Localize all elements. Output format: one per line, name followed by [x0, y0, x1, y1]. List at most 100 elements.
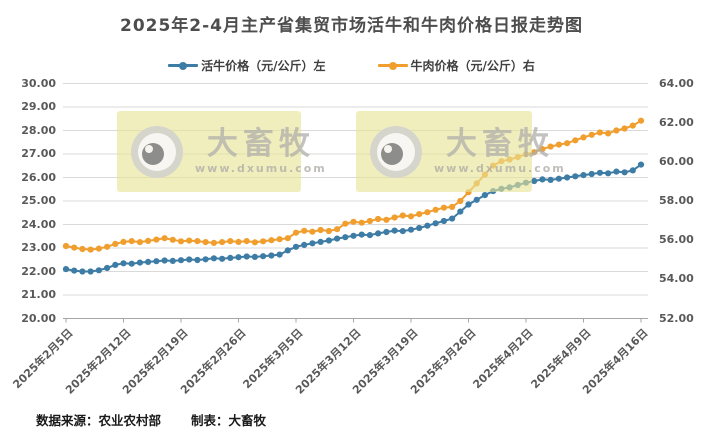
data-point-beef [317, 226, 324, 234]
data-point-beef [449, 203, 456, 210]
watermark-eye-icon [131, 125, 183, 178]
y-axis-right-tick-label: 62.00 [659, 115, 694, 129]
watermark-brand: 大畜牧 [445, 126, 554, 163]
data-point-beef [539, 146, 546, 153]
data-point-beef [292, 229, 300, 236]
data-point-live-cattle [416, 224, 423, 232]
data-point-beef [572, 137, 579, 144]
data-point-live-cattle [301, 241, 308, 248]
data-point-beef [580, 134, 587, 141]
data-point-live-cattle [629, 167, 636, 174]
data-point-beef [309, 228, 316, 235]
data-point-beef [219, 239, 226, 246]
data-point-live-cattle [219, 255, 226, 262]
watermark-url: www.dxumu.com [195, 161, 327, 175]
data-point-live-cattle [276, 251, 283, 258]
data-point-live-cattle [260, 253, 267, 260]
data-point-live-cattle [194, 256, 201, 264]
data-point-live-cattle [613, 168, 620, 175]
data-point-live-cattle [621, 169, 628, 176]
legend-label-beef: 牛肉价格（元/公斤）右 [410, 59, 535, 73]
data-point-live-cattle [391, 227, 398, 234]
y-axis-left-tick-label: 29.00 [21, 100, 56, 113]
chart-title: 2025年2-4月主产省集贸市场活牛和牛肉价格日报走势图 [119, 16, 584, 36]
data-point-live-cattle [637, 161, 645, 168]
data-point-beef [202, 239, 209, 246]
data-point-beef [555, 141, 563, 148]
legend-item-live-cattle: 活牛价格（元/公斤）左 [168, 57, 326, 74]
data-point-live-cattle [227, 254, 234, 261]
data-point-beef [547, 143, 554, 150]
footer-source: 数据来源：农业农村部 [36, 413, 162, 428]
data-point-beef [375, 215, 382, 223]
watermark: 大畜牧 www.dxumu.com [117, 111, 325, 192]
data-point-beef [235, 238, 242, 245]
data-point-beef [186, 237, 193, 244]
legend-line-marker-icon [377, 61, 408, 70]
data-point-live-cattle [186, 256, 193, 263]
data-point-beef [251, 239, 258, 246]
data-point-live-cattle [440, 217, 447, 225]
data-point-beef [407, 213, 415, 220]
data-point-beef [383, 216, 390, 223]
y-axis-right-tick-label: 56.00 [659, 233, 694, 247]
data-point-live-cattle [407, 226, 415, 233]
data-point-beef [145, 237, 152, 244]
data-point-live-cattle [87, 268, 94, 275]
y-axis-left-tick-label: 20.00 [21, 311, 56, 325]
data-point-beef [416, 211, 423, 218]
data-point-beef [243, 238, 250, 245]
y-axis-right-tick-label: 64.00 [659, 76, 694, 90]
data-point-live-cattle [399, 228, 406, 235]
data-point-beef [334, 226, 341, 233]
data-point-live-cattle [432, 220, 439, 227]
data-point-live-cattle [161, 257, 168, 264]
data-point-live-cattle [104, 264, 111, 272]
data-point-live-cattle [465, 201, 472, 208]
data-point-beef [325, 227, 332, 235]
data-point-beef [104, 243, 111, 250]
data-point-beef [391, 214, 398, 221]
data-point-beef [260, 238, 267, 245]
data-point-beef [71, 244, 78, 251]
data-point-live-cattle [62, 266, 70, 273]
data-point-live-cattle [243, 253, 250, 260]
data-point-beef [120, 238, 127, 245]
data-point-beef [342, 220, 349, 227]
data-point-beef [112, 240, 119, 247]
data-point-live-cattle [169, 257, 176, 264]
data-point-live-cattle [334, 235, 341, 242]
data-point-live-cattle [375, 230, 382, 237]
data-point-live-cattle [449, 215, 456, 222]
watermark: 大畜牧 www.dxumu.com [356, 111, 564, 192]
data-point-live-cattle [342, 234, 349, 241]
data-point-live-cattle [136, 259, 143, 266]
data-point-live-cattle [539, 176, 546, 183]
data-point-live-cattle [128, 260, 135, 267]
data-point-live-cattle [251, 253, 258, 260]
data-point-beef [62, 242, 70, 250]
data-point-live-cattle [605, 170, 612, 177]
y-axis-right-tick-label: 60.00 [659, 154, 694, 168]
data-point-live-cattle [112, 261, 119, 268]
data-point-live-cattle [473, 196, 480, 203]
data-point-live-cattle [120, 260, 127, 267]
data-point-beef [136, 239, 143, 246]
legend-line-marker-icon [168, 61, 199, 70]
data-point-live-cattle [596, 169, 604, 176]
data-point-beef [596, 129, 604, 136]
data-point-beef [153, 236, 160, 243]
data-point-live-cattle [457, 208, 464, 215]
data-point-live-cattle [309, 240, 316, 247]
data-point-beef [440, 204, 447, 211]
data-point-beef [366, 217, 373, 225]
data-point-live-cattle [268, 252, 275, 259]
legend-label-live-cattle: 活牛价格（元/公斤）左 [201, 59, 326, 73]
data-point-beef [564, 140, 571, 147]
data-point-live-cattle [145, 258, 152, 265]
data-point-live-cattle [555, 175, 563, 182]
data-point-live-cattle [531, 177, 538, 185]
legend-item-beef: 牛肉价格（元/公斤）右 [377, 57, 535, 74]
data-point-live-cattle [210, 255, 217, 262]
